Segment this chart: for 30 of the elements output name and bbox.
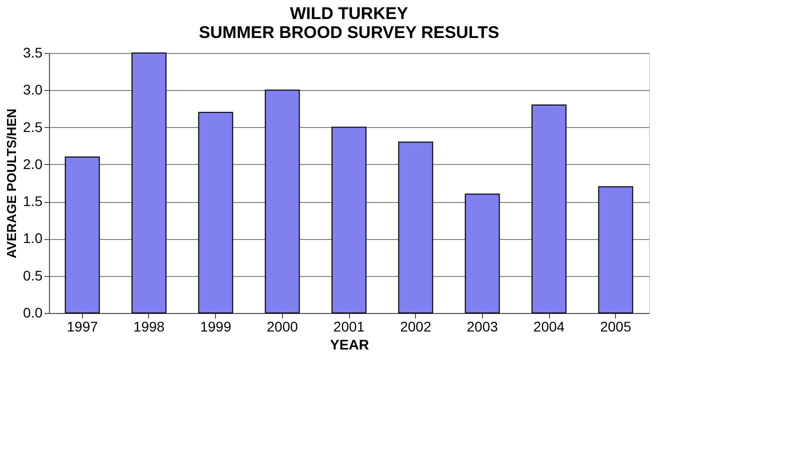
- bar: [532, 104, 566, 314]
- x-tick-label: 2000: [266, 318, 298, 334]
- bar: [332, 126, 366, 314]
- x-tick-label: 2005: [600, 318, 632, 334]
- bar: [464, 194, 500, 314]
- x-tick-label: 2001: [333, 318, 365, 334]
- x-tick-label: 1999: [200, 318, 232, 334]
- y-tick-label: 3.5: [23, 44, 43, 60]
- y-tick-label: 0.0: [23, 304, 43, 320]
- bar: [132, 52, 166, 314]
- y-tick-label: 3.0: [23, 82, 43, 98]
- x-tick-label: 1998: [133, 318, 165, 334]
- text: WILD TURKEY: [290, 4, 408, 23]
- x-axis-title: YEAR: [330, 336, 369, 352]
- y-tick-label: 1.0: [23, 230, 43, 246]
- x-tick-label: 2004: [533, 318, 565, 334]
- y-tick-label: 0.5: [23, 267, 43, 284]
- x-tick-label: 1997: [66, 318, 98, 334]
- bar: [598, 186, 634, 314]
- y-tick-label: 2.0: [23, 156, 43, 172]
- bar: [264, 90, 300, 314]
- bar: [398, 142, 434, 314]
- y-tick-label: 1.5: [23, 193, 43, 210]
- text: SUMMER BROOD SURVEY RESULTS: [198, 23, 500, 42]
- bar: [198, 112, 234, 314]
- y-axis-title: AVERAGE POULTS/HEN: [4, 108, 20, 258]
- x-tick-label: 2002: [400, 318, 432, 334]
- x-tick-label: 2003: [466, 318, 498, 334]
- bar: [64, 156, 100, 314]
- y-tick-label: 2.5: [23, 118, 43, 135]
